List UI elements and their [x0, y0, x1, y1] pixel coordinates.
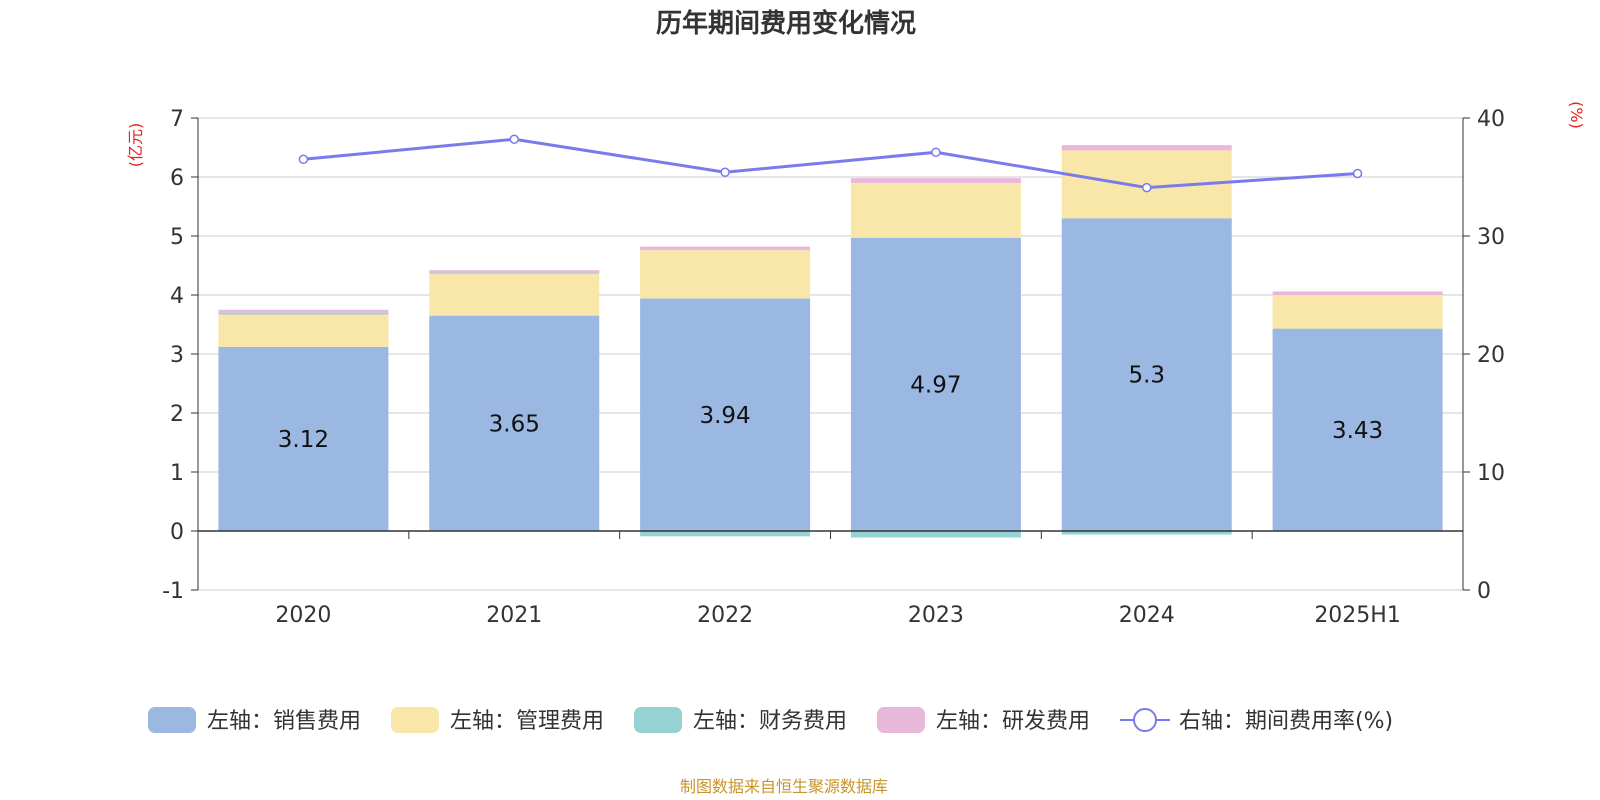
chart-title: 历年期间费用变化情况	[656, 8, 916, 39]
legend-label-2[interactable]: 左轴：管理费用	[450, 709, 604, 734]
legend[interactable]: 左轴：销售费用 左轴：管理费用 左轴：财务费用 左轴：研发费用 右轴：期间费用率(%)	[148, 707, 1393, 734]
right-axis-tick-label: 40	[1477, 107, 1505, 132]
bar-2-2023[interactable]	[850, 182, 1021, 238]
legend-label-4[interactable]: 左轴：研发费用	[936, 709, 1090, 734]
rate-point-2023[interactable]	[931, 147, 941, 157]
legend-marker[interactable]	[1133, 708, 1157, 732]
axes: -1 0 1 2 3 4 5 6 7 0 10 20 30 40 2020 2021 2022 2023 2024 2…	[162, 107, 1505, 628]
bar-3-2024[interactable]	[1061, 531, 1232, 535]
left-axis-tick-label: 4	[170, 284, 184, 309]
bar-1-2020[interactable]	[218, 346, 389, 531]
bar-1-2025H1[interactable]	[1272, 328, 1443, 531]
data-label: 3.94	[699, 403, 750, 429]
bar-2-2022[interactable]	[640, 250, 811, 299]
bar-1-2022[interactable]	[640, 298, 811, 531]
right-axis-unit: (%)	[1567, 101, 1586, 129]
legend-label-3[interactable]: 左轴：财务费用	[693, 709, 847, 734]
bar-3-2022[interactable]	[640, 531, 811, 537]
bar-3-2021[interactable]	[429, 272, 600, 274]
left-axis-tick-label: 5	[170, 225, 184, 250]
bar-4-2023[interactable]	[850, 178, 1021, 183]
legend-swatch-4[interactable]	[877, 707, 925, 733]
bar-3-2023[interactable]	[850, 531, 1021, 538]
bar-4-2021[interactable]	[429, 270, 600, 273]
rate-line-series	[298, 134, 1363, 193]
right-axis-tick-label: 0	[1477, 579, 1491, 604]
bar-2-2025H1[interactable]	[1272, 295, 1443, 329]
rate-point-2021[interactable]	[509, 134, 519, 144]
gridlines	[198, 117, 1463, 591]
x-axis-tick-label: 2023	[908, 603, 964, 628]
legend-label-5[interactable]: 右轴：期间费用率(%)	[1179, 709, 1393, 734]
rate-point-2025H1[interactable]	[1352, 168, 1363, 179]
left-axis-tick-label: 3	[170, 343, 184, 368]
x-axis-tick-label: 2025H1	[1314, 603, 1401, 628]
left-axis-tick-label: 7	[170, 107, 184, 132]
right-axis-tick-label: 30	[1477, 225, 1505, 250]
bar-2-2021[interactable]	[429, 273, 600, 316]
bar-series	[218, 145, 1443, 538]
left-axis-tick-label: -1	[162, 579, 184, 604]
left-axis-tick-label: 1	[170, 461, 184, 486]
bar-1-2021[interactable]	[429, 315, 600, 531]
bar-4-2022[interactable]	[640, 246, 811, 251]
left-axis-tick-label: 2	[170, 402, 184, 427]
data-label: 3.12	[278, 427, 329, 453]
legend-label-1[interactable]: 左轴：销售费用	[207, 709, 361, 734]
x-axis-tick-label: 2022	[697, 603, 753, 628]
bar-1-2023[interactable]	[850, 237, 1021, 531]
right-axis-tick-label: 10	[1477, 461, 1505, 486]
legend-swatch-3[interactable]	[634, 707, 682, 733]
rate-point-2022[interactable]	[720, 167, 730, 178]
data-label: 3.43	[1332, 418, 1383, 444]
legend-swatch-2[interactable]	[391, 707, 439, 733]
source-note: 制图数据来自恒生聚源数据库	[680, 777, 888, 796]
left-axis-tick-label: 6	[170, 166, 184, 191]
data-label: 5.3	[1128, 363, 1165, 389]
data-labels: 3.12 3.65 3.94 4.97 5.3 3.43	[278, 363, 1383, 453]
bar-4-2025H1[interactable]	[1272, 291, 1443, 295]
bar-1-2024[interactable]	[1061, 218, 1232, 532]
right-axis-tick-label: 20	[1477, 343, 1505, 368]
left-axis-tick-label: 0	[170, 520, 184, 545]
bar-4-2020[interactable]	[218, 309, 389, 313]
rate-line	[303, 137, 1358, 190]
bar-4-2024[interactable]	[1061, 145, 1232, 151]
x-axis-tick-label: 2021	[486, 603, 542, 628]
x-axis-tick-label: 2020	[275, 603, 331, 628]
left-axis-unit: (亿元)	[126, 123, 145, 168]
x-axis-tick-label: 2024	[1119, 603, 1175, 628]
rate-point-2020[interactable]	[298, 154, 309, 165]
bar-3-2020[interactable]	[218, 312, 389, 315]
bar-2-2020[interactable]	[218, 314, 389, 347]
rate-point-2024[interactable]	[1142, 182, 1152, 193]
data-label: 3.65	[489, 411, 540, 437]
legend-swatch-1[interactable]	[148, 707, 196, 733]
data-label: 4.97	[910, 372, 961, 398]
